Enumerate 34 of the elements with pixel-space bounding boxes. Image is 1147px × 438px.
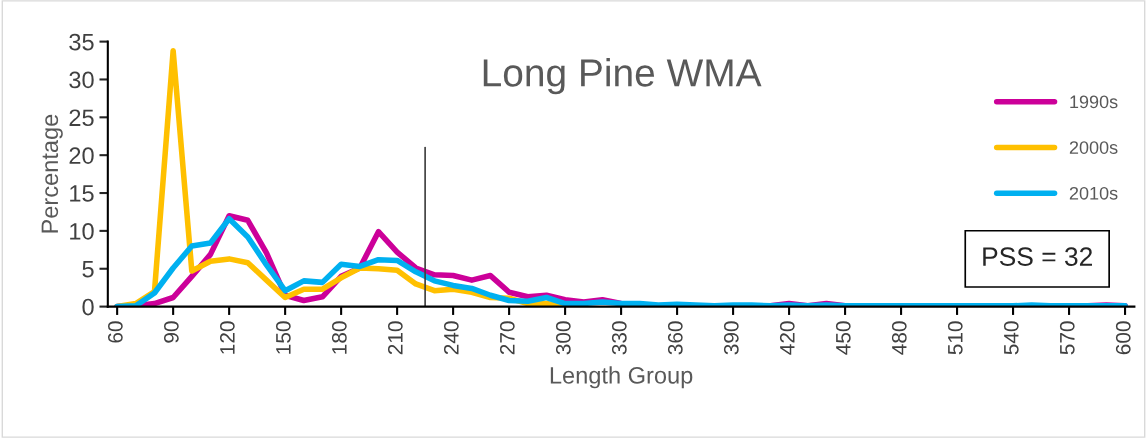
y-tick-label: 5 (82, 261, 94, 278)
annotation: PSS = 32 (983, 247, 1092, 266)
x-tick-label: 510 (947, 321, 963, 355)
x-tick-label: 60 (107, 321, 123, 343)
x-tick-label: 90 (163, 321, 179, 343)
y-tick-label: 0 (82, 298, 94, 316)
y-tick-label: 25 (69, 109, 94, 127)
legend-label: 1990s (1070, 95, 1118, 109)
x-tick-label: 390 (723, 321, 739, 355)
x-tick-label: 480 (891, 321, 907, 355)
y-tick-label: 15 (70, 185, 94, 202)
x-tick-label: 330 (611, 321, 627, 355)
x-tick-label: 120 (219, 321, 235, 354)
x-tick-label: 540 (1003, 321, 1019, 355)
x-tick-label: 150 (275, 321, 291, 354)
x-tick-label: 300 (555, 321, 571, 355)
x-tick-label: 210 (387, 321, 403, 355)
x-tick-label: 270 (499, 321, 515, 355)
y-axis-title: Percentage (41, 114, 63, 233)
x-tick-label: 420 (779, 321, 795, 355)
x-tick-label: 450 (835, 321, 851, 355)
x-tick-label: 240 (443, 321, 459, 355)
legend-label: 2000s (1069, 141, 1118, 154)
y-tick-label: 20 (69, 147, 94, 164)
x-tick-label: 360 (667, 321, 683, 355)
y-tick-label: 35 (69, 33, 94, 51)
x-axis-title: Length Group (550, 366, 693, 389)
x-tick-label: 570 (1059, 321, 1075, 355)
chart-title: Long Pine WMA (483, 58, 762, 95)
x-tick-label: 600 (1115, 321, 1131, 355)
y-tick-label: 30 (69, 71, 94, 89)
y-tick-label: 10 (70, 222, 94, 240)
x-tick-label: 180 (331, 321, 347, 354)
legend-label: 2010s (1069, 186, 1118, 200)
